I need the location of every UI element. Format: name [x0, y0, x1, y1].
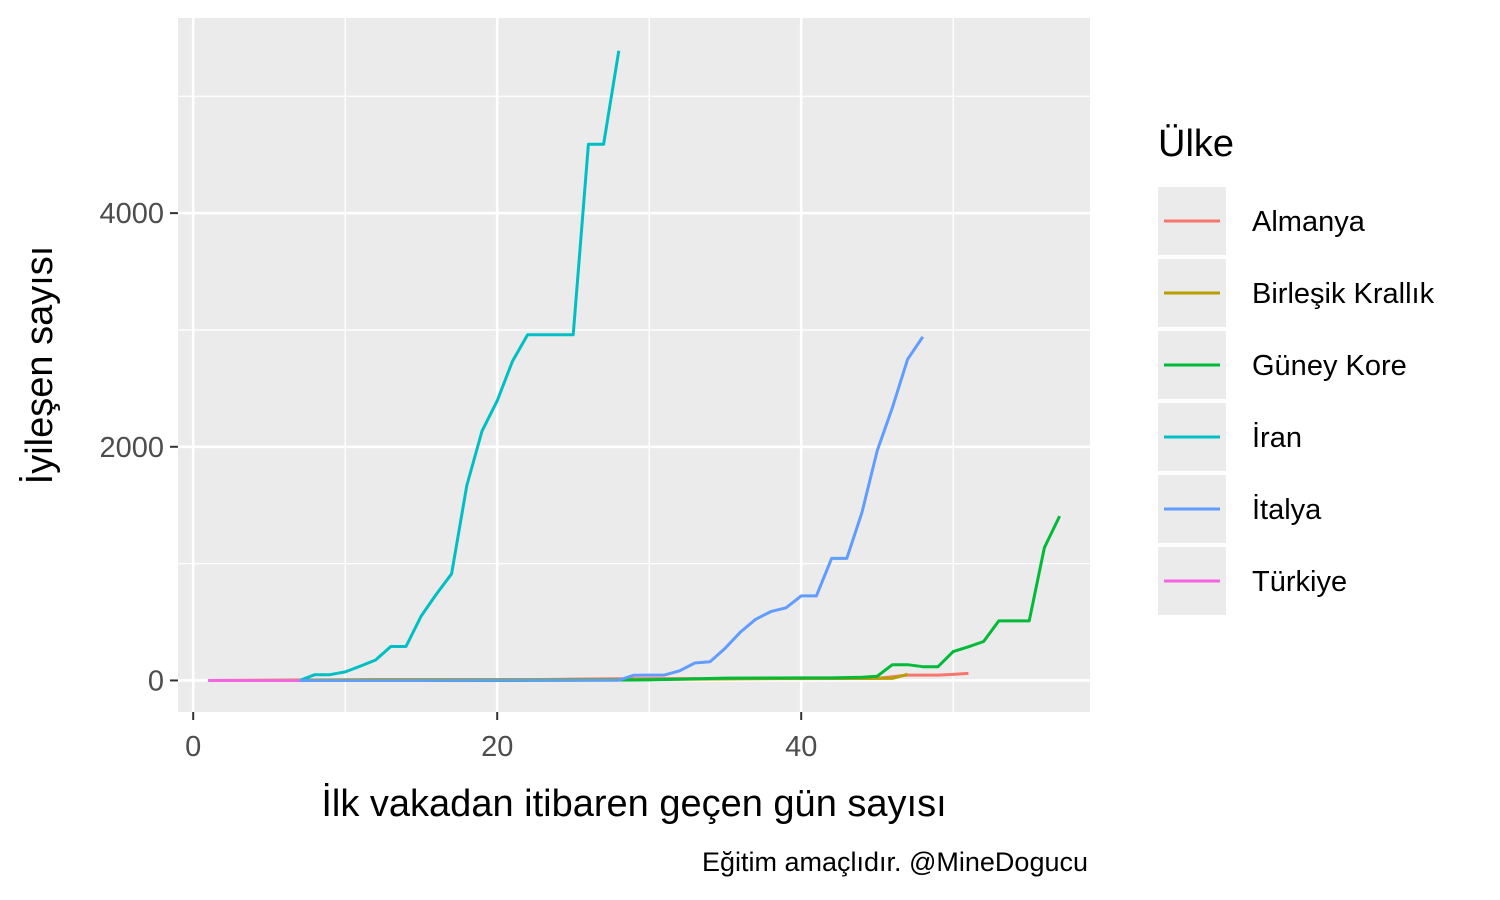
legend-label: İtalya: [1252, 493, 1322, 526]
legend-label: Türkiye: [1252, 566, 1347, 598]
y-tick-label: 0: [148, 665, 164, 697]
y-axis: 0 2000 4000: [99, 198, 178, 697]
legend-title: Ülke: [1158, 123, 1234, 165]
legend-item: İtalya: [1158, 475, 1322, 543]
series-line: [208, 335, 925, 682]
series-lines: [208, 50, 1061, 682]
legend-item: Güney Kore: [1158, 331, 1407, 399]
legend-item: Türkiye: [1158, 547, 1347, 615]
legend-label: Almanya: [1252, 206, 1366, 238]
legend-label: İran: [1252, 421, 1302, 454]
x-tick-label: 40: [785, 731, 817, 763]
legend-label: Birleşik Krallık: [1252, 278, 1435, 310]
legend-item: Birleşik Krallık: [1158, 259, 1435, 327]
legend-item: İran: [1158, 403, 1302, 471]
y-tick-label: 2000: [99, 432, 164, 464]
x-axis: 0 20 40: [185, 712, 817, 763]
legend-item: Almanya: [1158, 187, 1366, 255]
x-tick-label: 20: [481, 731, 513, 763]
x-axis-title: İlk vakadan itibaren geçen gün sayısı: [321, 782, 946, 825]
caption: Eğitim amaçlıdır. @MineDogucu: [702, 847, 1088, 877]
grid-minor: [178, 18, 1090, 712]
x-tick-label: 0: [185, 731, 201, 763]
legend: Ülke Almanya Birleşik Krallık Güney Kore İr…: [1158, 123, 1435, 615]
series-line: [208, 50, 621, 682]
legend-label: Güney Kore: [1252, 350, 1407, 382]
y-tick-label: 4000: [99, 198, 164, 230]
y-axis-title: İyileşen sayısı: [18, 246, 61, 485]
panel-background: [178, 18, 1090, 712]
